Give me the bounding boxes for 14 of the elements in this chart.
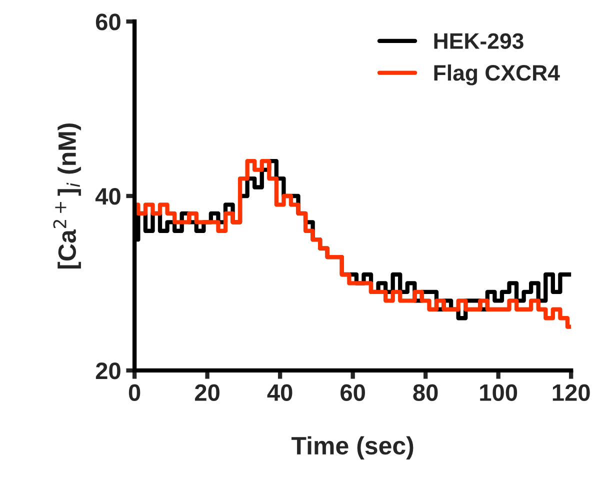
x-tick-label: 80 bbox=[413, 384, 438, 401]
x-tick-label: 0 bbox=[128, 384, 140, 401]
x-tick-label: 100 bbox=[480, 384, 518, 401]
x-axis-title: Time (sec) bbox=[291, 436, 414, 460]
x-tick-label: 60 bbox=[340, 384, 365, 401]
y-tick-label: 40 bbox=[95, 188, 120, 205]
x-tick-label: 20 bbox=[194, 384, 220, 401]
x-tick-label: 120 bbox=[552, 384, 590, 401]
legend-label: HEK-293 bbox=[434, 33, 524, 49]
y-axis-title: [Ca$^{2+}$]$_{i}$ (nM) bbox=[53, 123, 81, 268]
x-tick-label: 40 bbox=[267, 384, 292, 401]
legend-label: Flag CXCR4 bbox=[434, 64, 560, 86]
y-tick-label: 20 bbox=[96, 362, 120, 380]
y-tick-label: 60 bbox=[96, 14, 120, 30]
